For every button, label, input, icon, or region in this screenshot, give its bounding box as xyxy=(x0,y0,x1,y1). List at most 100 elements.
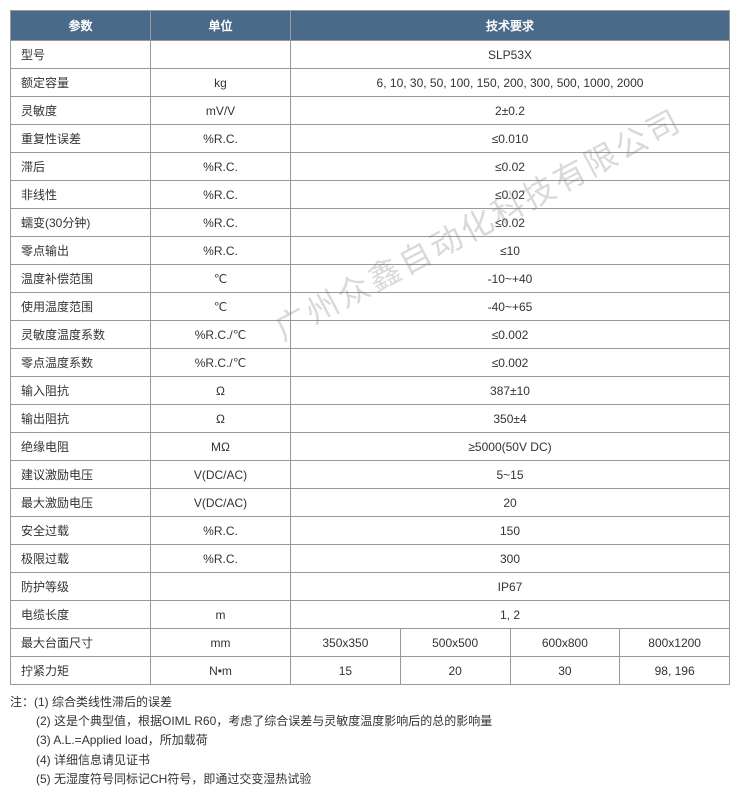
header-param: 参数 xyxy=(11,11,151,41)
param-cell: 重复性误差 xyxy=(11,125,151,153)
table-row: 拧紧力矩N•m15203098, 196 xyxy=(11,657,730,685)
param-cell: 零点输出 xyxy=(11,237,151,265)
spec-subcell: 350x350 xyxy=(291,629,401,657)
table-row: 安全过载%R.C.150 xyxy=(11,517,730,545)
spec-subcell: 30 xyxy=(510,657,620,685)
param-cell: 灵敏度 xyxy=(11,97,151,125)
spec-cell: 1, 2 xyxy=(291,601,730,629)
unit-cell: ℃ xyxy=(151,293,291,321)
param-cell: 零点温度系数 xyxy=(11,349,151,377)
spec-cell: ≥5000(50V DC) xyxy=(291,433,730,461)
table-row: 绝缘电阻MΩ≥5000(50V DC) xyxy=(11,433,730,461)
table-row: 最大激励电压V(DC/AC)20 xyxy=(11,489,730,517)
unit-cell: %R.C. xyxy=(151,237,291,265)
spec-cell: 6, 10, 30, 50, 100, 150, 200, 300, 500, … xyxy=(291,69,730,97)
spec-cell: 5~15 xyxy=(291,461,730,489)
spec-cell: -10~+40 xyxy=(291,265,730,293)
spec-cell: ≤0.002 xyxy=(291,349,730,377)
table-row: 输出阻抗Ω350±4 xyxy=(11,405,730,433)
spec-cell: 20 xyxy=(291,489,730,517)
unit-cell: Ω xyxy=(151,377,291,405)
unit-cell: V(DC/AC) xyxy=(151,489,291,517)
unit-cell xyxy=(151,41,291,69)
unit-cell: N•m xyxy=(151,657,291,685)
unit-cell: mV/V xyxy=(151,97,291,125)
spec-cell: ≤0.002 xyxy=(291,321,730,349)
param-cell: 安全过载 xyxy=(11,517,151,545)
table-row: 建议激励电压V(DC/AC)5~15 xyxy=(11,461,730,489)
note-item-3: (4) 详细信息请见证书 xyxy=(10,751,730,770)
param-cell: 建议激励电压 xyxy=(11,461,151,489)
table-row: 滞后%R.C.≤0.02 xyxy=(11,153,730,181)
table-row: 使用温度范围℃-40~+65 xyxy=(11,293,730,321)
table-row: 非线性%R.C.≤0.02 xyxy=(11,181,730,209)
spec-subcell: 98, 196 xyxy=(620,657,730,685)
param-cell: 使用温度范围 xyxy=(11,293,151,321)
param-cell: 非线性 xyxy=(11,181,151,209)
param-cell: 拧紧力矩 xyxy=(11,657,151,685)
param-cell: 额定容量 xyxy=(11,69,151,97)
spec-cell: 387±10 xyxy=(291,377,730,405)
spec-subcell: 800x1200 xyxy=(620,629,730,657)
note-item-4: (5) 无湿度符号同标记CH符号，即通过交变湿热试验 xyxy=(10,770,730,789)
spec-subcell: 600x800 xyxy=(510,629,620,657)
header-spec: 技术要求 xyxy=(291,11,730,41)
spec-subcell: 20 xyxy=(400,657,510,685)
spec-cell: 150 xyxy=(291,517,730,545)
unit-cell: %R.C. xyxy=(151,209,291,237)
table-header-row: 参数 单位 技术要求 xyxy=(11,11,730,41)
note-prefix: 注： xyxy=(10,695,34,709)
param-cell: 型号 xyxy=(11,41,151,69)
table-row: 输入阻抗Ω387±10 xyxy=(11,377,730,405)
note-item-1: (2) 这是个典型值，根据OIML R60，考虑了综合误差与灵敏度温度影响后的总… xyxy=(10,712,730,731)
table-row: 蠕变(30分钟)%R.C.≤0.02 xyxy=(11,209,730,237)
note-item-2: (3) A.L.=Applied load，所加载荷 xyxy=(10,731,730,750)
table-row: 电缆长度m1, 2 xyxy=(11,601,730,629)
spec-cell: IP67 xyxy=(291,573,730,601)
spec-cell: 2±0.2 xyxy=(291,97,730,125)
spec-cell: ≤0.02 xyxy=(291,181,730,209)
param-cell: 最大台面尺寸 xyxy=(11,629,151,657)
unit-cell: mm xyxy=(151,629,291,657)
param-cell: 电缆长度 xyxy=(11,601,151,629)
param-cell: 温度补偿范围 xyxy=(11,265,151,293)
note-line-1: 注：(1) 综合类线性滞后的误差 xyxy=(10,693,730,712)
header-unit: 单位 xyxy=(151,11,291,41)
spec-table: 参数 单位 技术要求 型号SLP53X额定容量kg6, 10, 30, 50, … xyxy=(10,10,730,685)
table-row: 额定容量kg6, 10, 30, 50, 100, 150, 200, 300,… xyxy=(11,69,730,97)
unit-cell: %R.C. xyxy=(151,517,291,545)
notes-section: 注：(1) 综合类线性滞后的误差 (2) 这是个典型值，根据OIML R60，考… xyxy=(10,693,730,789)
note-item-0: (1) 综合类线性滞后的误差 xyxy=(34,695,172,709)
unit-cell: %R.C./℃ xyxy=(151,349,291,377)
param-cell: 极限过载 xyxy=(11,545,151,573)
spec-cell: ≤0.02 xyxy=(291,209,730,237)
unit-cell: %R.C. xyxy=(151,125,291,153)
spec-subcell: 15 xyxy=(291,657,401,685)
unit-cell: %R.C./℃ xyxy=(151,321,291,349)
table-row: 零点温度系数%R.C./℃≤0.002 xyxy=(11,349,730,377)
param-cell: 最大激励电压 xyxy=(11,489,151,517)
spec-cell: ≤0.02 xyxy=(291,153,730,181)
spec-cell: 350±4 xyxy=(291,405,730,433)
unit-cell: Ω xyxy=(151,405,291,433)
table-row: 型号 SLP53X xyxy=(11,41,730,69)
unit-cell: m xyxy=(151,601,291,629)
param-cell: 输入阻抗 xyxy=(11,377,151,405)
spec-subcell: 500x500 xyxy=(400,629,510,657)
table-row: 灵敏度温度系数%R.C./℃≤0.002 xyxy=(11,321,730,349)
param-cell: 蠕变(30分钟) xyxy=(11,209,151,237)
param-cell: 灵敏度温度系数 xyxy=(11,321,151,349)
param-cell: 输出阻抗 xyxy=(11,405,151,433)
table-row: 灵敏度mV/V2±0.2 xyxy=(11,97,730,125)
spec-cell: ≤0.010 xyxy=(291,125,730,153)
param-cell: 防护等级 xyxy=(11,573,151,601)
param-cell: 滞后 xyxy=(11,153,151,181)
spec-cell: SLP53X xyxy=(291,41,730,69)
unit-cell: kg xyxy=(151,69,291,97)
spec-cell: 300 xyxy=(291,545,730,573)
table-row: 重复性误差%R.C.≤0.010 xyxy=(11,125,730,153)
table-row: 零点输出%R.C.≤10 xyxy=(11,237,730,265)
table-row: 极限过载%R.C.300 xyxy=(11,545,730,573)
unit-cell xyxy=(151,573,291,601)
unit-cell: %R.C. xyxy=(151,153,291,181)
